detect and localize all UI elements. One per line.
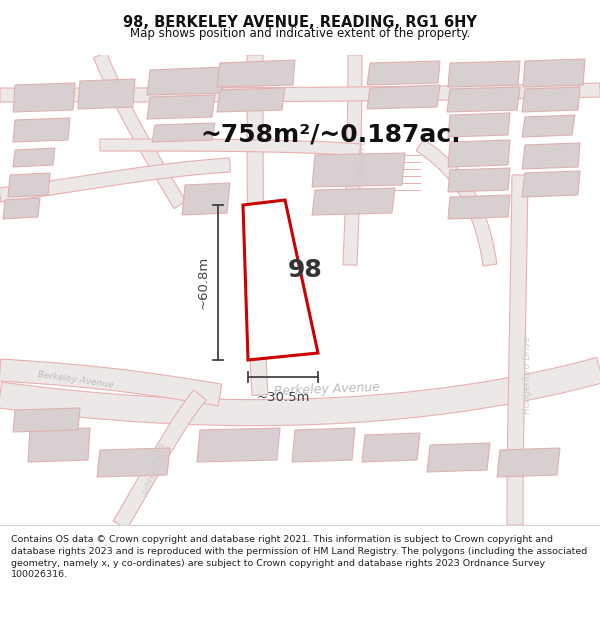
Text: 98: 98 [287, 258, 322, 282]
Polygon shape [448, 168, 510, 192]
Polygon shape [427, 443, 490, 472]
Polygon shape [0, 357, 600, 426]
Polygon shape [243, 200, 318, 360]
Polygon shape [343, 55, 362, 265]
Polygon shape [448, 61, 520, 87]
Polygon shape [3, 198, 40, 219]
Polygon shape [522, 115, 575, 137]
Polygon shape [8, 173, 50, 197]
Polygon shape [447, 87, 520, 112]
Polygon shape [147, 67, 225, 95]
Polygon shape [113, 390, 206, 529]
Polygon shape [523, 59, 585, 87]
Polygon shape [97, 448, 170, 477]
Polygon shape [292, 428, 355, 462]
Polygon shape [182, 183, 230, 215]
Polygon shape [217, 88, 285, 112]
Polygon shape [217, 60, 295, 87]
Polygon shape [448, 195, 510, 219]
Polygon shape [448, 113, 510, 137]
Text: Hungerford Drive: Hungerford Drive [523, 336, 533, 414]
Polygon shape [522, 171, 580, 197]
Polygon shape [367, 85, 440, 109]
Text: Contains OS data © Crown copyright and database right 2021. This information is : Contains OS data © Crown copyright and d… [11, 535, 587, 579]
Polygon shape [0, 158, 230, 202]
Text: ~758m²/~0.187ac.: ~758m²/~0.187ac. [200, 123, 461, 147]
Polygon shape [522, 143, 580, 169]
Polygon shape [416, 139, 497, 266]
Text: Ashley Road: Ashley Road [142, 442, 168, 498]
Polygon shape [197, 428, 280, 462]
Text: Berkeley Avenue: Berkeley Avenue [37, 370, 113, 390]
Polygon shape [152, 123, 215, 142]
Polygon shape [13, 83, 75, 112]
Polygon shape [13, 408, 80, 432]
Polygon shape [78, 79, 135, 109]
Polygon shape [367, 61, 440, 85]
Polygon shape [13, 148, 55, 167]
Polygon shape [312, 153, 405, 187]
Polygon shape [0, 359, 222, 406]
Text: Berkeley Avenue: Berkeley Avenue [274, 381, 380, 398]
Text: Map shows position and indicative extent of the property.: Map shows position and indicative extent… [130, 27, 470, 39]
Polygon shape [94, 52, 186, 209]
Polygon shape [247, 55, 268, 396]
Polygon shape [147, 95, 215, 119]
Polygon shape [507, 175, 528, 525]
Polygon shape [0, 83, 600, 102]
Polygon shape [28, 428, 90, 462]
Polygon shape [362, 433, 420, 462]
Polygon shape [522, 87, 580, 112]
Text: Benyon C…: Benyon C… [357, 131, 369, 179]
Text: 98, BERKELEY AVENUE, READING, RG1 6HY: 98, BERKELEY AVENUE, READING, RG1 6HY [123, 16, 477, 31]
Polygon shape [497, 448, 560, 477]
Text: ~30.5m: ~30.5m [256, 391, 310, 404]
Text: ~60.8m: ~60.8m [197, 256, 210, 309]
Polygon shape [13, 118, 70, 142]
Polygon shape [100, 139, 361, 156]
Polygon shape [312, 188, 395, 215]
Polygon shape [448, 140, 510, 167]
